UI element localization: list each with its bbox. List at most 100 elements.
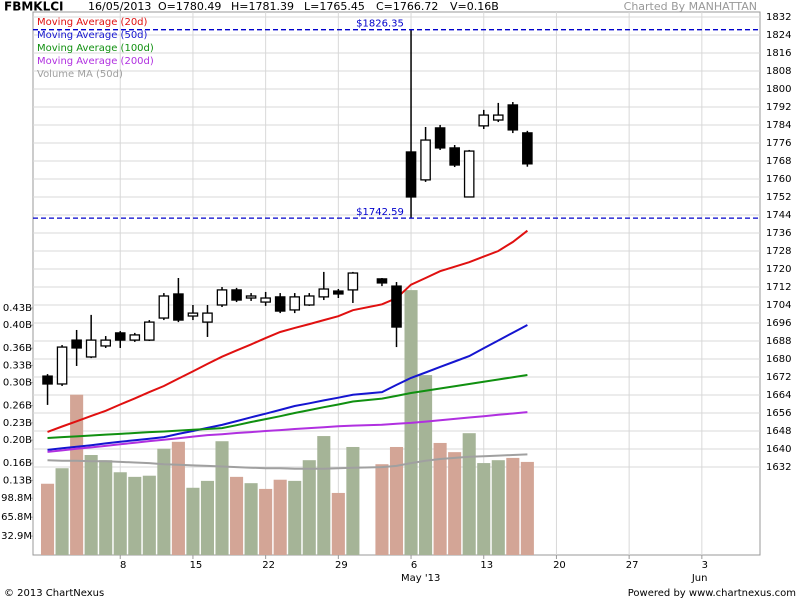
ma-line — [47, 374, 528, 439]
y-tick-label: 1696 — [766, 318, 791, 329]
candle-body — [274, 296, 286, 312]
volume-bar — [55, 468, 69, 555]
y-tick-label: 1824 — [766, 30, 791, 41]
candle-body — [522, 132, 533, 165]
candle-body — [245, 295, 257, 299]
candle-body — [492, 114, 504, 121]
y-tick-label: 1832 — [766, 12, 791, 23]
x-tick-label: 8 — [120, 560, 126, 571]
y-tick-label: 1672 — [766, 372, 791, 383]
volume-bar — [215, 441, 229, 555]
ma-line — [47, 411, 528, 453]
header-open: O=1780.49 — [158, 0, 221, 13]
volume-bar — [520, 461, 534, 555]
candle-body — [333, 290, 344, 295]
candle-body — [347, 272, 359, 291]
candle-body — [144, 321, 155, 341]
volume-bar — [288, 480, 302, 555]
level-label: $1826.35 — [356, 19, 404, 30]
volume-bar — [448, 452, 462, 555]
y2-tick-label: 0.13B — [3, 475, 32, 486]
volume-bar — [491, 460, 505, 555]
y2-tick-label: 0.36B — [3, 343, 32, 354]
footer-right: Powered by www.chartnexus.com — [628, 588, 796, 599]
x-period-label: May '13 — [401, 573, 440, 584]
volume-bar — [157, 448, 171, 555]
x-tick-label: 29 — [335, 560, 348, 571]
volume-bar — [244, 483, 258, 555]
y-tick-label: 1664 — [766, 390, 791, 401]
chart-title: FBMKLCI — [4, 0, 64, 14]
candle-body — [376, 278, 388, 284]
volume-bar — [113, 472, 127, 555]
candle-body — [318, 288, 330, 298]
candle-body — [405, 151, 417, 198]
x-tick-label: 13 — [480, 560, 493, 571]
y-tick-label: 1728 — [766, 246, 791, 257]
volume-bar — [84, 455, 98, 555]
x-tick-label: 3 — [702, 560, 708, 571]
volume-bar — [171, 441, 185, 555]
y-tick-label: 1744 — [766, 210, 791, 221]
volume-bar — [99, 460, 113, 555]
volume-bar — [462, 433, 476, 555]
volume-bar — [375, 464, 389, 555]
header-low: L=1765.45 — [304, 0, 365, 13]
candle-body — [463, 150, 475, 198]
y-tick-label: 1680 — [766, 354, 791, 365]
legend-entry: Moving Average (100d) — [37, 43, 154, 54]
y2-tick-label: 0.30B — [3, 378, 32, 389]
x-tick-label: 15 — [190, 560, 203, 571]
x-tick-label: 20 — [553, 560, 566, 571]
volume-bar — [70, 394, 84, 555]
y-tick-label: 1648 — [766, 426, 791, 437]
y2-tick-label: 65.8M — [1, 512, 32, 523]
y2-tick-label: 0.33B — [3, 360, 32, 371]
candle-body — [260, 297, 271, 303]
legend-entry: Moving Average (20d) — [37, 17, 148, 28]
volume-bar — [477, 463, 491, 555]
volume-bar — [259, 488, 273, 555]
candle-body — [434, 127, 446, 149]
volume-bar — [40, 483, 55, 555]
volume-bar — [200, 480, 215, 555]
candle-body — [420, 139, 431, 181]
header-close: C=1766.72 — [376, 0, 438, 13]
y2-tick-label: 0.43B — [3, 303, 32, 314]
candle-body — [71, 339, 82, 349]
y-tick-label: 1704 — [766, 300, 791, 311]
y-tick-label: 1760 — [766, 174, 791, 185]
legend-entry: Moving Average (50d) — [37, 30, 148, 41]
volume-bar — [419, 375, 433, 555]
y2-tick-label: 98.8M — [1, 493, 32, 504]
candle-body — [507, 104, 519, 131]
candle-body — [289, 296, 301, 311]
y2-tick-label: 0.26B — [3, 401, 32, 412]
volume-bar — [346, 446, 360, 555]
y-tick-label: 1720 — [766, 264, 791, 275]
y2-tick-label: 0.20B — [3, 435, 32, 446]
volume-bar — [331, 492, 345, 555]
volume-bar — [186, 487, 200, 555]
y2-tick-label: 0.16B — [3, 458, 32, 469]
candle-body — [449, 147, 460, 166]
volume-bar — [317, 436, 331, 555]
volume-bar — [302, 460, 316, 555]
y-tick-label: 1784 — [766, 120, 791, 131]
legend-entry: Volume MA (50d) — [37, 69, 123, 80]
y-tick-label: 1640 — [766, 444, 791, 455]
x-period-label: Jun — [691, 573, 708, 584]
header-high: H=1781.39 — [231, 0, 294, 13]
candle-body — [202, 312, 213, 323]
header-date: 16/05/2013 — [88, 0, 151, 13]
candle-body — [158, 295, 170, 319]
volume-bar — [142, 475, 156, 555]
candle-body — [216, 289, 228, 306]
footer-left: © 2013 ChartNexus — [4, 588, 104, 599]
y-tick-label: 1800 — [766, 84, 791, 95]
candle-body — [231, 289, 242, 301]
y-tick-label: 1688 — [766, 336, 791, 347]
y2-tick-label: 32.9M — [1, 531, 32, 542]
